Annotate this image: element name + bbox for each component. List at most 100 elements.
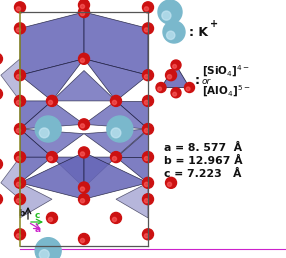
Circle shape bbox=[142, 152, 154, 163]
Circle shape bbox=[16, 128, 21, 133]
Text: a = 8. 577  Å: a = 8. 577 Å bbox=[164, 143, 242, 153]
Circle shape bbox=[163, 21, 185, 43]
Circle shape bbox=[167, 182, 172, 187]
Circle shape bbox=[48, 157, 53, 161]
Circle shape bbox=[144, 75, 148, 79]
Circle shape bbox=[16, 75, 21, 79]
Circle shape bbox=[144, 157, 148, 161]
Circle shape bbox=[142, 23, 154, 34]
Polygon shape bbox=[1, 157, 20, 199]
Circle shape bbox=[142, 124, 154, 134]
Circle shape bbox=[78, 53, 90, 64]
Polygon shape bbox=[20, 183, 52, 218]
Text: [AlO$_4$]$^{5-}$: [AlO$_4$]$^{5-}$ bbox=[202, 83, 250, 99]
Polygon shape bbox=[52, 70, 116, 101]
Circle shape bbox=[142, 194, 154, 205]
Circle shape bbox=[16, 28, 21, 32]
Circle shape bbox=[107, 116, 133, 142]
Polygon shape bbox=[1, 59, 20, 101]
Circle shape bbox=[162, 11, 171, 20]
Polygon shape bbox=[20, 12, 84, 75]
Circle shape bbox=[78, 194, 90, 205]
Circle shape bbox=[184, 83, 194, 93]
Circle shape bbox=[47, 212, 57, 223]
Circle shape bbox=[35, 238, 61, 258]
Circle shape bbox=[166, 177, 176, 188]
Circle shape bbox=[78, 147, 90, 158]
Circle shape bbox=[80, 58, 85, 62]
Circle shape bbox=[39, 250, 49, 258]
Circle shape bbox=[110, 212, 122, 223]
Text: +: + bbox=[210, 19, 218, 29]
Circle shape bbox=[78, 119, 90, 130]
Circle shape bbox=[167, 75, 172, 79]
Polygon shape bbox=[20, 157, 52, 183]
Circle shape bbox=[166, 31, 175, 39]
Circle shape bbox=[15, 23, 25, 34]
Circle shape bbox=[16, 182, 21, 187]
Circle shape bbox=[16, 157, 21, 161]
Text: c = 7.223   Å: c = 7.223 Å bbox=[164, 169, 241, 179]
Polygon shape bbox=[20, 101, 84, 129]
Circle shape bbox=[110, 95, 122, 106]
Circle shape bbox=[186, 87, 190, 91]
Polygon shape bbox=[84, 59, 148, 101]
Circle shape bbox=[142, 95, 154, 106]
Circle shape bbox=[112, 100, 117, 104]
Circle shape bbox=[0, 53, 3, 64]
Circle shape bbox=[15, 2, 25, 13]
Polygon shape bbox=[52, 157, 116, 188]
Circle shape bbox=[16, 7, 21, 11]
Circle shape bbox=[15, 124, 25, 134]
Circle shape bbox=[47, 95, 57, 106]
Circle shape bbox=[15, 95, 25, 106]
Polygon shape bbox=[20, 59, 84, 101]
Polygon shape bbox=[20, 101, 52, 129]
Circle shape bbox=[15, 177, 25, 188]
Circle shape bbox=[80, 4, 85, 9]
Circle shape bbox=[16, 100, 21, 104]
Circle shape bbox=[110, 152, 122, 163]
Circle shape bbox=[16, 234, 21, 238]
Text: :: : bbox=[195, 74, 200, 86]
Circle shape bbox=[47, 152, 57, 163]
Circle shape bbox=[0, 194, 3, 205]
Text: c: c bbox=[34, 212, 40, 221]
Circle shape bbox=[144, 128, 148, 133]
Text: b: b bbox=[18, 209, 24, 219]
Polygon shape bbox=[161, 65, 190, 87]
Text: b = 12.967 Å: b = 12.967 Å bbox=[164, 156, 243, 166]
Circle shape bbox=[48, 100, 53, 104]
Circle shape bbox=[144, 182, 148, 187]
Circle shape bbox=[142, 2, 154, 13]
Polygon shape bbox=[116, 101, 148, 129]
Circle shape bbox=[35, 116, 61, 142]
Circle shape bbox=[80, 152, 85, 156]
Circle shape bbox=[80, 238, 85, 243]
Circle shape bbox=[166, 70, 176, 81]
Circle shape bbox=[0, 88, 3, 99]
Circle shape bbox=[142, 177, 154, 188]
Polygon shape bbox=[20, 129, 52, 157]
Circle shape bbox=[112, 217, 117, 222]
Text: or: or bbox=[202, 77, 211, 85]
Polygon shape bbox=[20, 129, 84, 157]
Circle shape bbox=[173, 92, 176, 96]
Circle shape bbox=[80, 11, 85, 16]
Circle shape bbox=[144, 7, 148, 11]
Circle shape bbox=[80, 124, 85, 128]
Circle shape bbox=[15, 70, 25, 81]
Polygon shape bbox=[84, 101, 148, 129]
Circle shape bbox=[158, 0, 182, 24]
Circle shape bbox=[142, 229, 154, 240]
Circle shape bbox=[78, 0, 90, 11]
Circle shape bbox=[144, 199, 148, 203]
Circle shape bbox=[144, 234, 148, 238]
Circle shape bbox=[80, 199, 85, 203]
Circle shape bbox=[112, 157, 117, 161]
Circle shape bbox=[78, 182, 90, 193]
Circle shape bbox=[15, 194, 25, 205]
Polygon shape bbox=[84, 12, 148, 75]
Circle shape bbox=[39, 128, 49, 138]
Polygon shape bbox=[20, 152, 84, 199]
